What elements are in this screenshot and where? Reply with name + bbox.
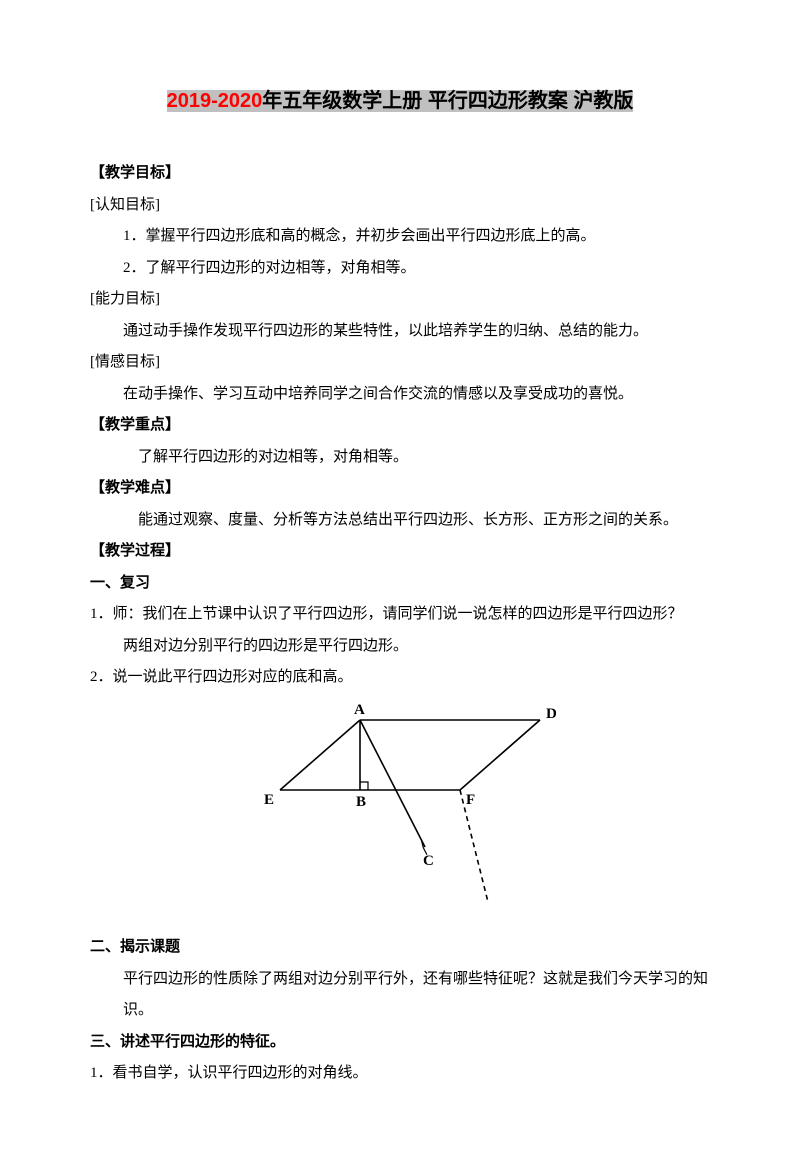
ability-item-1: 通过动手操作发现平行四边形的某些特性，以此培养学生的归纳、总结的能力。 bbox=[90, 316, 710, 348]
section-3-item-1: 1．看书自学，认识平行四边形的对角线。 bbox=[90, 1058, 710, 1090]
parallelogram-svg: A D E F B C bbox=[220, 700, 580, 910]
heading-cognitive: [认知目标] bbox=[90, 190, 710, 222]
keypoint-item-1: 了解平行四边形的对边相等，对角相等。 bbox=[90, 442, 710, 474]
section-1-item-1: 1．师：我们在上节课中认识了平行四边形，请同学们说一说怎样的四边形是平行四边形？ bbox=[90, 599, 710, 631]
section-1-item-1b: 两组对边分别平行的四边形是平行四边形。 bbox=[90, 631, 710, 663]
svg-text:E: E bbox=[264, 792, 274, 808]
heading-emotion: [情感目标] bbox=[90, 347, 710, 379]
document-title: 2019-2020年五年级数学上册 平行四边形教案 沪教版 bbox=[90, 80, 710, 122]
heading-process: 【教学过程】 bbox=[90, 536, 710, 568]
section-2-item-1: 平行四边形的性质除了两组对边分别平行外，还有哪些特征呢？这就是我们今天学习的知识… bbox=[90, 964, 710, 1027]
section-3-title: 三、讲述平行四边形的特征。 bbox=[90, 1027, 710, 1059]
heading-keypoint: 【教学重点】 bbox=[90, 410, 710, 442]
difficulty-item-1: 能通过观察、度量、分析等方法总结出平行四边形、长方形、正方形之间的关系。 bbox=[90, 505, 710, 537]
svg-text:C: C bbox=[423, 853, 434, 869]
title-rest: 年五年级数学上册 平行四边形教案 沪教版 bbox=[262, 90, 633, 112]
section-2-title: 二、揭示课题 bbox=[90, 932, 710, 964]
cognitive-item-1: 1．掌握平行四边形底和高的概念，并初步会画出平行四边形底上的高。 bbox=[90, 221, 710, 253]
heading-goal: 【教学目标】 bbox=[90, 158, 710, 190]
heading-difficulty: 【教学难点】 bbox=[90, 473, 710, 505]
svg-text:F: F bbox=[466, 792, 475, 808]
parallelogram-diagram: A D E F B C bbox=[90, 700, 710, 923]
section-1-item-2: 2．说一说此平行四边形对应的底和高。 bbox=[90, 662, 710, 694]
svg-text:D: D bbox=[546, 706, 557, 722]
title-year: 2019-2020 bbox=[167, 90, 263, 112]
heading-ability: [能力目标] bbox=[90, 284, 710, 316]
document-page: 2019-2020年五年级数学上册 平行四边形教案 沪教版 【教学目标】 [认知… bbox=[0, 0, 800, 1150]
cognitive-item-2: 2．了解平行四边形的对边相等，对角相等。 bbox=[90, 253, 710, 285]
svg-text:A: A bbox=[354, 702, 365, 718]
section-1-title: 一、复习 bbox=[90, 568, 710, 600]
svg-text:B: B bbox=[356, 794, 366, 810]
emotion-item-1: 在动手操作、学习互动中培养同学之间合作交流的情感以及享受成功的喜悦。 bbox=[90, 379, 710, 411]
